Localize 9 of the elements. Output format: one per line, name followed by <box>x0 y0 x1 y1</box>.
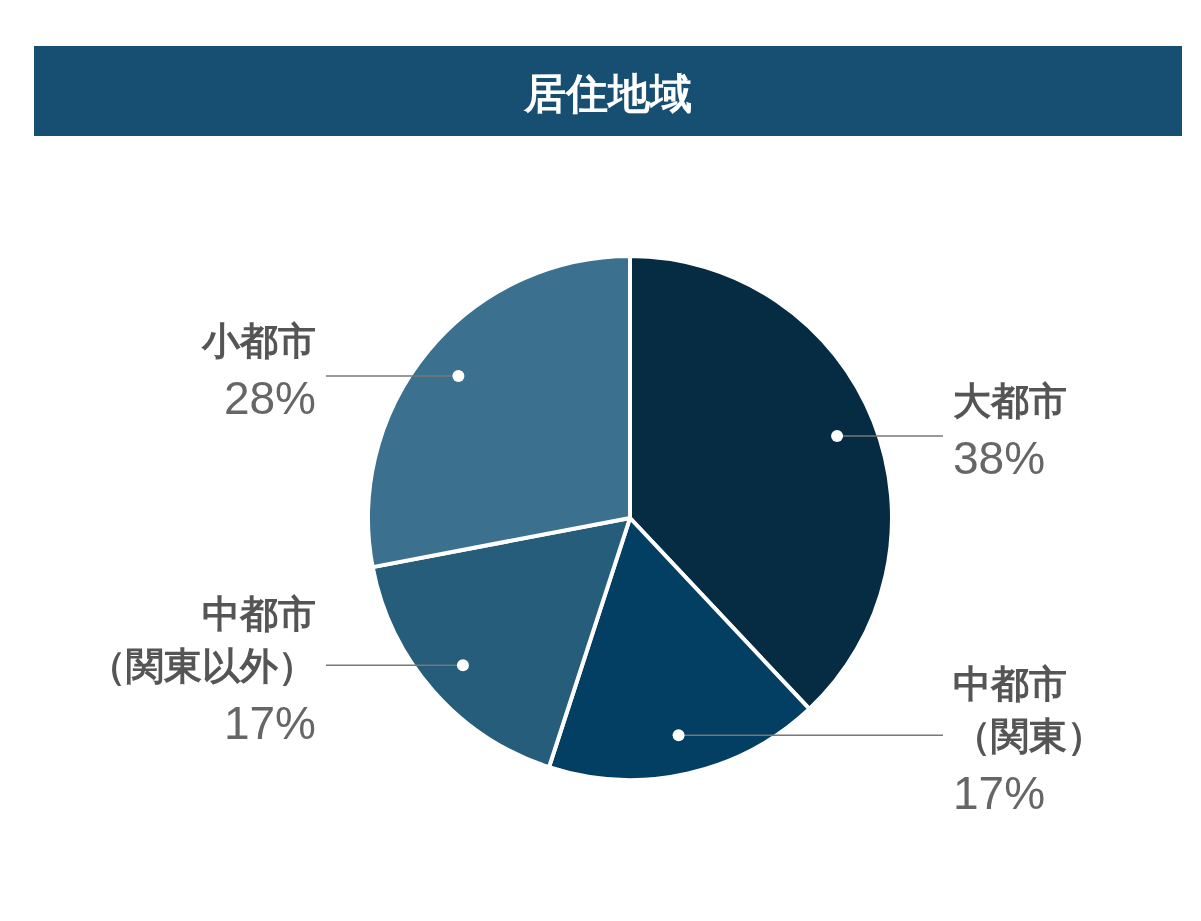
slice-label: 大都市 <box>953 379 1067 424</box>
data-label: 28% <box>223 372 316 425</box>
chart-title: 居住地域 <box>523 69 692 118</box>
data-label: 17% <box>953 767 1046 820</box>
data-label: 38% <box>953 432 1046 485</box>
data-label: 17% <box>223 697 316 750</box>
slice-label: 中都市（関東以外） <box>88 592 316 689</box>
slice-label: 中都市（関東） <box>953 662 1105 759</box>
slice-label: 小都市 <box>201 319 316 364</box>
